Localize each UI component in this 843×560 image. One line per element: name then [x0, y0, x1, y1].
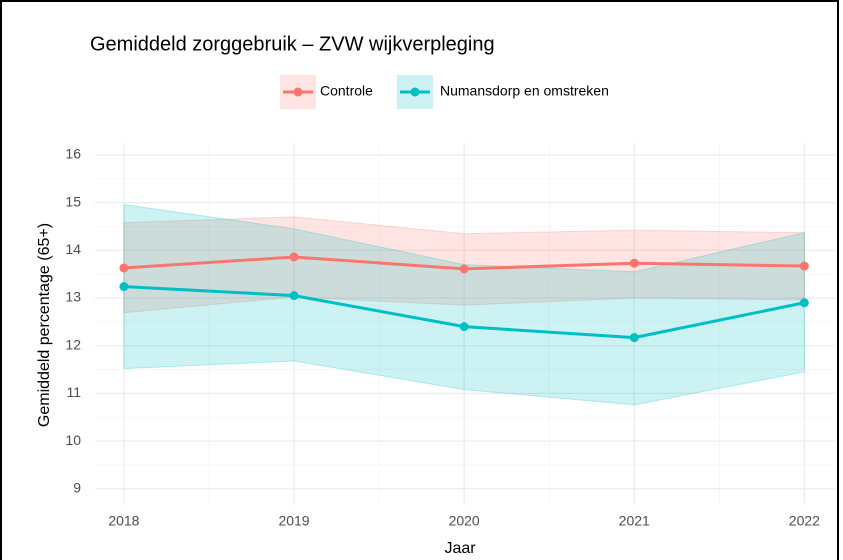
point — [119, 263, 129, 273]
point — [799, 261, 809, 271]
plot — [119, 203, 809, 406]
point — [119, 282, 129, 292]
point — [459, 264, 469, 274]
point — [629, 258, 639, 268]
point — [459, 322, 469, 332]
y-tick-label: 16 — [65, 146, 81, 162]
x-tick-label: 2018 — [108, 513, 139, 529]
legend: Controle Numansdorp en omstreken — [280, 75, 609, 109]
y-tick-label: 13 — [65, 289, 81, 305]
point — [799, 298, 809, 308]
y-axis-title: Gemiddeld percentage (65+) — [36, 223, 53, 427]
y-tick-label: 15 — [65, 193, 81, 209]
point — [289, 252, 299, 262]
legend-label: Numansdorp en omstreken — [440, 83, 609, 99]
y-tick-label: 9 — [73, 479, 81, 495]
y-tick-label: 10 — [65, 432, 81, 448]
legend-key-point — [293, 87, 303, 97]
legend-label: Controle — [320, 83, 373, 99]
y-tick-label: 14 — [65, 241, 81, 257]
point — [629, 333, 639, 343]
point — [289, 291, 299, 301]
y-tick-label: 12 — [65, 336, 81, 352]
legend-key-point — [410, 87, 420, 97]
y-tick-label: 11 — [66, 384, 81, 400]
chart-title: Gemiddeld zorggebruik – ZVW wijkverplegi… — [90, 33, 495, 55]
x-axis-title: Jaar — [444, 540, 476, 557]
x-tick-label: 2019 — [278, 513, 309, 529]
x-tick-label: 2020 — [449, 513, 480, 529]
x-tick-label: 2021 — [619, 513, 650, 529]
x-tick-label: 2022 — [789, 513, 820, 529]
